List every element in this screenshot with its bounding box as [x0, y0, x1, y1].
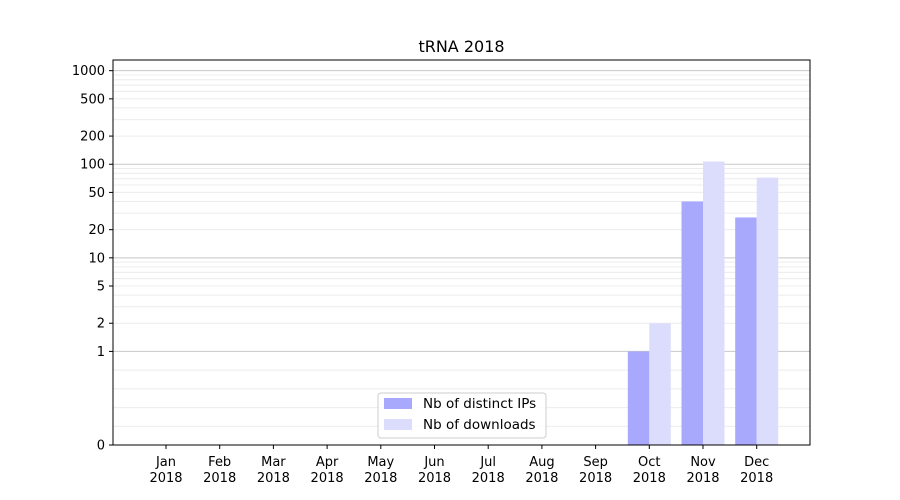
- y-tick-label: 200: [80, 130, 105, 145]
- x-tick-label-month: Oct: [638, 455, 660, 470]
- x-tick-label-year: 2018: [525, 471, 558, 486]
- y-tick-label: 1: [97, 345, 105, 360]
- bar: [756, 177, 779, 446]
- legend-label: Nb of downloads: [423, 417, 536, 433]
- x-tick-label-month: Feb: [208, 455, 231, 470]
- bar: [703, 161, 725, 445]
- bar: [627, 351, 650, 445]
- x-axis: Jan2018Feb2018Mar2018Apr2018May2018Jun20…: [149, 445, 773, 486]
- bar: [735, 217, 757, 445]
- x-tick-label-month: Nov: [690, 455, 716, 470]
- y-tick-label: 2: [97, 317, 105, 332]
- y-tick-label: 50: [88, 186, 105, 201]
- x-tick-label-month: Aug: [529, 455, 554, 470]
- x-tick-label-year: 2018: [149, 471, 182, 486]
- bar: [681, 201, 703, 445]
- y-tick-label: 500: [80, 92, 105, 107]
- x-tick-label-month: Jul: [479, 455, 496, 470]
- x-tick-label-year: 2018: [311, 471, 344, 486]
- x-tick-label-month: Sep: [583, 455, 608, 470]
- plot-frame: [112, 59, 811, 446]
- x-tick-label-month: May: [367, 455, 394, 470]
- y-tick-label: 1000: [72, 64, 105, 79]
- y-tick-label: 100: [80, 158, 105, 173]
- x-tick-label-year: 2018: [633, 471, 666, 486]
- y-tick-label: 10: [88, 251, 105, 266]
- legend-box: [377, 392, 547, 439]
- x-tick-label-month: Apr: [316, 455, 339, 470]
- x-tick-label-year: 2018: [418, 471, 451, 486]
- x-tick-label-year: 2018: [472, 471, 505, 486]
- y-axis: 0 1 2 5 10 20 50 100 200 500 1000: [72, 64, 113, 454]
- y-tick-label: 20: [88, 223, 105, 238]
- legend-swatch: [384, 419, 412, 430]
- x-tick-label-year: 2018: [364, 471, 397, 486]
- x-tick-label-year: 2018: [740, 471, 773, 486]
- bars: [627, 161, 779, 446]
- x-tick-label-month: Mar: [261, 455, 286, 470]
- x-tick-label-month: Jan: [155, 455, 176, 470]
- legend-label: Nb of distinct IPs: [423, 396, 536, 412]
- x-tick-label-month: Jun: [423, 455, 444, 470]
- y-tick-label: 5: [97, 280, 105, 295]
- x-tick-label-month: Dec: [744, 455, 769, 470]
- x-tick-label-year: 2018: [686, 471, 719, 486]
- x-tick-label-year: 2018: [257, 471, 290, 486]
- legend: Nb of distinct IPs Nb of downloads: [377, 392, 547, 439]
- legend-swatch: [384, 398, 412, 409]
- chart-title: tRNA 2018: [418, 37, 504, 56]
- bar: [649, 323, 671, 445]
- x-tick-label-year: 2018: [203, 471, 236, 486]
- x-tick-label-year: 2018: [579, 471, 612, 486]
- y-tick-label: 0: [97, 439, 105, 454]
